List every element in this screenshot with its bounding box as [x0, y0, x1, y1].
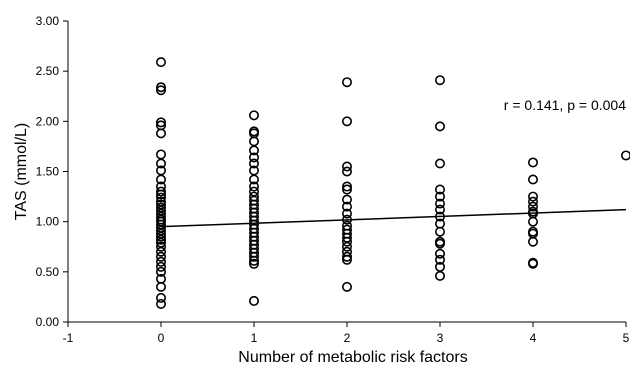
- correlation-annotation: r = 0.141, p = 0.004: [504, 97, 626, 113]
- data-point: [341, 236, 352, 247]
- data-point: [341, 194, 352, 205]
- data-point: [434, 248, 445, 259]
- data-point: [156, 149, 167, 160]
- data-point: [249, 255, 260, 266]
- data-point: [249, 258, 260, 269]
- data-point: [156, 117, 167, 128]
- data-point: [341, 77, 352, 88]
- data-point: [249, 145, 260, 156]
- x-tick-label: 5: [623, 331, 630, 345]
- y-axis-title: TAS (mmol/L): [13, 123, 30, 220]
- data-point: [341, 181, 352, 192]
- data-point: [341, 166, 352, 177]
- data-point: [156, 281, 167, 292]
- data-point: [156, 234, 167, 245]
- data-point: [249, 136, 260, 147]
- x-axis-title: Number of metabolic risk factors: [238, 349, 467, 366]
- data-point: [156, 186, 167, 197]
- x-axis-ticks: -1 0 1 2 3 4 5: [63, 322, 630, 345]
- data-point: [527, 236, 538, 247]
- x-tick-label: 3: [437, 331, 444, 345]
- data-point: [156, 261, 167, 272]
- data-point: [527, 258, 538, 269]
- data-point: [156, 246, 167, 257]
- y-tick-label: 1.00: [36, 215, 60, 229]
- data-point: [156, 251, 167, 262]
- data-point: [434, 270, 445, 281]
- data-point: [249, 158, 260, 169]
- y-tick-label: 0.50: [36, 265, 60, 279]
- data-point: [156, 266, 167, 277]
- x-tick-label: -1: [63, 331, 74, 345]
- data-point: [434, 184, 445, 195]
- data-point: [341, 201, 352, 212]
- data-point: [341, 116, 352, 127]
- data-point: [527, 216, 538, 227]
- data-point: [156, 256, 167, 267]
- data-point: [341, 208, 352, 219]
- data-point: [156, 57, 167, 68]
- data-point: [249, 295, 260, 306]
- data-point: [527, 191, 538, 202]
- y-tick-label: 2.50: [36, 64, 60, 78]
- regression-line: [160, 208, 627, 228]
- data-point: [156, 85, 167, 96]
- data-point: [156, 292, 167, 303]
- data-point: [156, 189, 167, 200]
- y-tick-label: 1.50: [36, 165, 60, 179]
- data-point: [341, 281, 352, 292]
- x-tick-label: 1: [251, 331, 258, 345]
- x-tick-label: 2: [344, 331, 351, 345]
- data-point: [249, 110, 260, 121]
- data-point: [156, 298, 167, 309]
- data-point: [434, 191, 445, 202]
- data-point: [341, 184, 352, 195]
- data-point: [249, 181, 260, 192]
- data-point: [434, 204, 445, 215]
- data-point: [341, 161, 352, 172]
- x-tick-label: 0: [158, 331, 165, 345]
- y-tick-label: 3.00: [36, 14, 60, 28]
- data-point: [156, 231, 167, 242]
- y-tick-label: 0.00: [36, 315, 60, 329]
- data-point: [341, 251, 352, 262]
- x-tick-label: 4: [530, 331, 537, 345]
- data-point: [527, 196, 538, 207]
- data-point: [434, 226, 445, 237]
- data-point: [434, 75, 445, 86]
- data-point: [527, 174, 538, 185]
- data-point: [341, 241, 352, 252]
- data-point: [434, 121, 445, 132]
- data-point: [249, 251, 260, 262]
- data-point: [249, 174, 260, 185]
- data-point: [434, 158, 445, 169]
- data-point: [156, 128, 167, 139]
- data-point: [156, 82, 167, 93]
- data-point: [156, 192, 167, 203]
- data-point: [434, 238, 445, 249]
- axes: [67, 21, 626, 323]
- data-point: [341, 254, 352, 265]
- data-point: [434, 254, 445, 265]
- data-point: [156, 241, 167, 252]
- data-point: [621, 150, 630, 161]
- data-point: [527, 201, 538, 212]
- data-point: [156, 158, 167, 169]
- y-tick-label: 2.00: [36, 114, 60, 128]
- data-point: [527, 157, 538, 168]
- data-point: [249, 152, 260, 163]
- data-point: [434, 198, 445, 209]
- y-axis-ticks: 0.00 0.50 1.00 1.50 2.00 2.50 3.00: [36, 14, 68, 329]
- data-point: [156, 174, 167, 185]
- data-points: [156, 57, 630, 309]
